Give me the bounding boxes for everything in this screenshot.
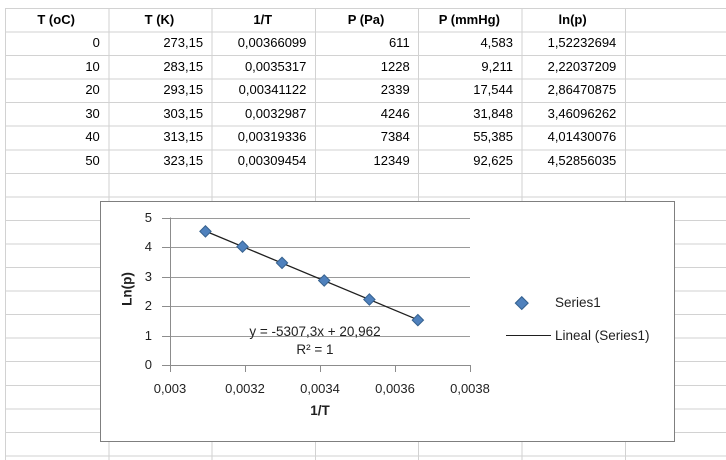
- table-cell[interactable]: 1228: [380, 58, 410, 74]
- data-point-marker[interactable]: [275, 256, 289, 270]
- table-cell[interactable]: 0,0032987: [244, 105, 307, 121]
- x-tick-label: 0,003: [153, 381, 187, 396]
- table-cell[interactable]: 31,848: [473, 105, 513, 121]
- table-cell[interactable]: 10: [85, 58, 100, 74]
- table-cell[interactable]: 55,385: [473, 129, 513, 145]
- table-row: 50 323,15 0,00309454 12349 92,625 4,52856035: [5, 149, 625, 173]
- trendline-label[interactable]: y = -5307,3x + 20,962 R² = 1: [205, 323, 425, 358]
- data-table: T (oC) T (K) 1/T P (Pa) P (mmHg) ln(p) 0 273,15…: [5, 8, 625, 173]
- table-cell[interactable]: 283,15: [163, 58, 204, 74]
- table-cell[interactable]: 40: [85, 129, 100, 145]
- y-tick-label: 4: [144, 239, 152, 254]
- series1-marker-icon: [515, 295, 529, 310]
- y-tick-label: 3: [144, 268, 152, 284]
- x-axis-title[interactable]: 1/T: [310, 403, 330, 418]
- table-row: 40 313,15 0,00319336 7384 55,385 4,01430076: [5, 125, 625, 149]
- table-row: 30 303,15 0,0032987 4246 31,848 3,46096262: [5, 102, 625, 126]
- table-cell[interactable]: 4246: [380, 105, 410, 121]
- table-cell[interactable]: 30: [85, 105, 100, 121]
- chart-canvas: [162, 217, 471, 372]
- table-cell[interactable]: 17,544: [473, 82, 513, 98]
- table-cell[interactable]: 0,00309454: [237, 152, 307, 168]
- table-cell[interactable]: 313,15: [163, 129, 204, 145]
- table-cell[interactable]: 92,625: [473, 152, 513, 168]
- table-cell[interactable]: 2339: [380, 82, 410, 98]
- column-header-cell[interactable]: 1/T: [253, 11, 273, 27]
- table-row: 10 283,15 0,0035317 1228 9,211 2,22037209: [5, 55, 625, 79]
- table-cell[interactable]: 2,22037209: [547, 58, 617, 74]
- legend-label-trendline: Lineal (Series1): [555, 328, 650, 343]
- y-tick-label: 0: [144, 357, 152, 372]
- table-cell[interactable]: 323,15: [163, 152, 204, 168]
- column-header-cell[interactable]: ln(p): [558, 11, 587, 27]
- column-header-cell[interactable]: T (oC): [37, 11, 75, 27]
- column-header-cell[interactable]: P (mmHg): [438, 11, 500, 27]
- legend-entry-series1[interactable]: Series1: [503, 289, 671, 316]
- column-header-cell[interactable]: T (K): [144, 11, 175, 27]
- table-cell[interactable]: 0,00341122: [238, 82, 307, 98]
- table-cell[interactable]: 2,86470875: [547, 82, 617, 98]
- table-cell[interactable]: 611: [388, 35, 410, 51]
- trendline-equation: y = -5307,3x + 20,962: [249, 324, 381, 339]
- x-tick-label: 0,0038: [450, 381, 490, 396]
- trendline-line-icon: [506, 335, 551, 336]
- table-cell[interactable]: 293,15: [163, 82, 204, 98]
- table-cell[interactable]: 4,583: [480, 35, 513, 51]
- table-cell[interactable]: 0,00319336: [237, 129, 307, 145]
- table-cell[interactable]: 1,52232694: [547, 35, 617, 51]
- x-tick-label: 0,0036: [375, 381, 415, 396]
- table-cell[interactable]: 20: [85, 82, 100, 98]
- trendline-r-squared: R² = 1: [296, 341, 334, 357]
- header-row: T (oC) T (K) 1/T P (Pa) P (mmHg) ln(p): [5, 8, 625, 32]
- table-row: 20 293,15 0,00341122 2339 17,544 2,86470875: [5, 78, 625, 102]
- table-cell[interactable]: 7384: [380, 129, 410, 145]
- y-tick-label: 5: [144, 209, 152, 225]
- data-point-marker[interactable]: [199, 225, 212, 238]
- data-point-marker[interactable]: [236, 240, 249, 253]
- table-cell[interactable]: 50: [85, 152, 100, 168]
- table-cell[interactable]: 3,46096262: [547, 105, 617, 121]
- table-cell[interactable]: 0,0035317: [244, 58, 307, 74]
- legend-label-series1: Series1: [555, 295, 601, 310]
- y-tick-label: 1: [144, 327, 152, 343]
- table-cell[interactable]: 4,52856035: [547, 152, 617, 168]
- legend-entry-trendline[interactable]: Lineal (Series1): [503, 322, 671, 349]
- column-header-cell[interactable]: P (Pa): [347, 11, 385, 27]
- legend-swatch: [503, 295, 555, 310]
- y-tick-label: 2: [144, 298, 152, 313]
- table-cell[interactable]: 0: [92, 35, 100, 51]
- data-point-marker[interactable]: [411, 313, 425, 327]
- table-row: 0 273,15 0,00366099 611 4,583 1,52232694: [5, 31, 625, 55]
- table-cell[interactable]: 303,15: [163, 105, 204, 121]
- table-cell[interactable]: 9,211: [481, 58, 513, 74]
- table-cell[interactable]: 273,15: [163, 35, 204, 51]
- table-cell[interactable]: 4,01430076: [547, 129, 617, 145]
- data-point-marker[interactable]: [317, 274, 331, 287]
- chart[interactable]: Ln(p) 1/T y = -5307,3x + 20,962 R² = 1 S…: [100, 201, 675, 442]
- x-tick-label: 0,0034: [300, 381, 340, 396]
- chart-legend[interactable]: Series1 Lineal (Series1): [503, 289, 671, 355]
- table-cell[interactable]: 0,00366099: [237, 35, 307, 51]
- x-tick-label: 0,0032: [225, 381, 265, 396]
- legend-swatch: [503, 335, 555, 336]
- table-cell[interactable]: 12349: [373, 152, 410, 168]
- data-point-marker[interactable]: [363, 293, 376, 306]
